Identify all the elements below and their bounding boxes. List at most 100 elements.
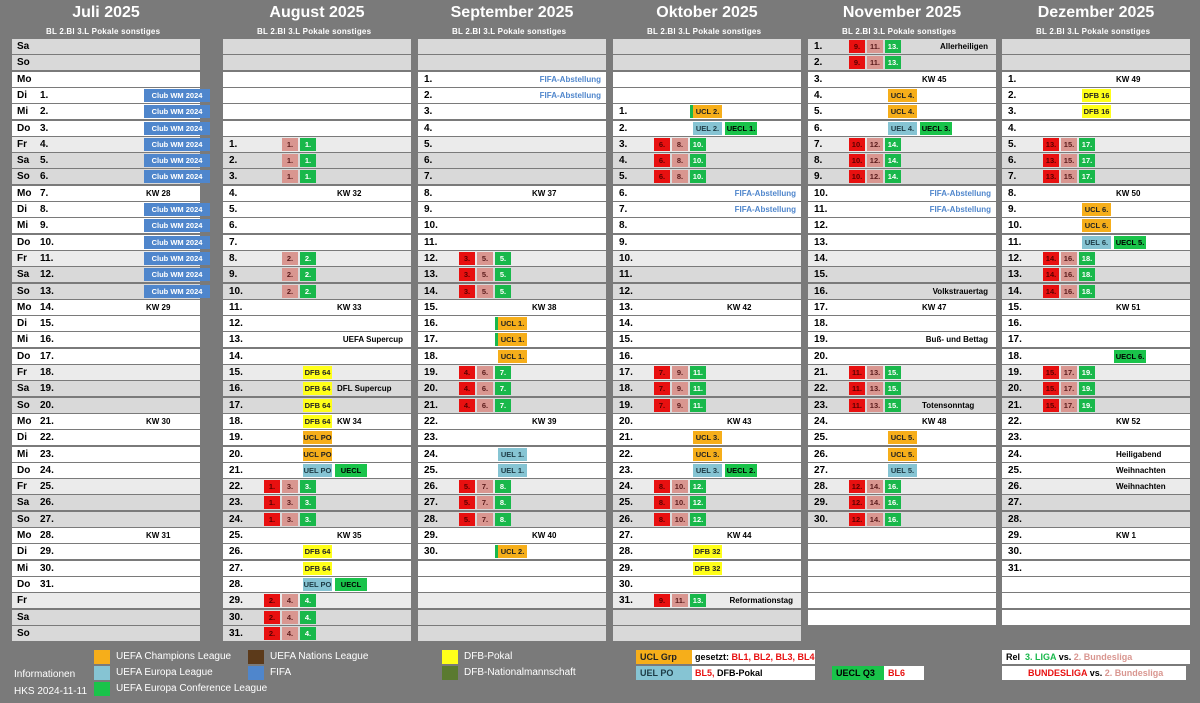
bundesliga2-matchday: 7. (477, 480, 493, 494)
day-row: 7. 13. 15. 17. (1002, 169, 1190, 185)
bundesliga2-matchday: 4. (282, 610, 298, 624)
week-number: KW 29 (146, 302, 171, 312)
day-number: 28. (619, 546, 633, 558)
day-number: 15. (1008, 301, 1022, 313)
day-number: 9. (814, 171, 823, 183)
liga3-matchday: 1. (300, 137, 316, 151)
bundesliga2-matchday: 14. (867, 480, 883, 494)
day-number: 31. (40, 578, 54, 590)
day-row (1002, 593, 1190, 609)
day-number: 28. (1008, 513, 1022, 525)
column-header: BL 2.Bl 3.L Pokale sonstiges (647, 27, 762, 36)
liga3-matchday: 4. (300, 626, 316, 640)
cup-badge: UCL PO (303, 431, 332, 445)
day-row: 26. Weihnachten (1002, 479, 1190, 495)
cup-badge: UECL 3. (920, 121, 952, 135)
day-row: 2. 9. 11. 13. (808, 55, 996, 71)
legend-fifa: FIFA (270, 667, 292, 678)
day-row: 3. 6. 8. 10. (613, 136, 801, 152)
day-number: 19. (229, 432, 243, 444)
day-row: 13. KW 42 (613, 299, 801, 315)
week-number: KW 30 (146, 416, 171, 426)
cup-badge: UEL PO (303, 577, 332, 591)
day-row: 6. UEL 4. UECL 3. (808, 120, 996, 136)
day-row: 17.6.UCL 1. (418, 332, 606, 348)
day-row: 13. 14. 16. 18. (1002, 267, 1190, 283)
day-number: 5. (814, 106, 823, 118)
week-number: KW 44 (727, 531, 752, 540)
week-number: KW 34 (337, 416, 362, 426)
day-number: 26. (1008, 481, 1022, 493)
day-number: 17. (424, 334, 438, 346)
day-row: So 20. (12, 397, 200, 413)
day-row: 3. (418, 104, 606, 120)
day-row: 25. KW 35 (223, 528, 411, 543)
day-row (808, 576, 996, 592)
day-number: 11. (424, 236, 438, 248)
weekday: Mi (17, 448, 29, 460)
day-row: 21. 11. 13. 15. (808, 365, 996, 380)
day-row: 23. 11. 13. 15. Totensonntag (808, 397, 996, 413)
liga3-matchday: 18. (1079, 284, 1095, 298)
day-number: 22. (40, 432, 54, 444)
cup-badge: Club WM 2024 (144, 235, 210, 249)
bundesliga2-matchday: 16. (1061, 251, 1077, 265)
bundesliga2-matchday: 1. (282, 170, 298, 184)
day-row: 16. DFB 64 DFL Supercup (223, 381, 411, 397)
day-row: 23. (418, 430, 606, 446)
day-row (808, 560, 996, 576)
bundesliga-matchday: 15. (1043, 382, 1059, 396)
day-row: 11. UEL 6. UECL 5. (1002, 234, 1190, 250)
bundesliga2-matchday: 10. (672, 512, 688, 526)
day-row: Di 15. (12, 316, 200, 332)
day-row: Do 24. (12, 462, 200, 478)
day-row (613, 609, 801, 625)
day-number: 20. (619, 415, 633, 427)
day-row: Mo (12, 71, 200, 87)
cup-badge: UECL PO (335, 463, 367, 488)
day-number: 16. (814, 285, 828, 297)
day-row: 15. (808, 267, 996, 283)
day-row: 9. 2. 2. (223, 267, 411, 283)
bundesliga2-matchday: 9. (672, 366, 688, 379)
day-number: 4. (424, 122, 433, 134)
bundesliga2-matchday: 15. (1061, 137, 1077, 151)
bundesliga-matchday: 9. (849, 56, 865, 70)
cup-badge: UEL 4. (888, 121, 917, 135)
liga3-matchday: 15. (885, 366, 901, 379)
bundesliga-matchday: 1. (264, 480, 280, 494)
day-number: 21. (814, 367, 828, 378)
bundesliga-matchday: 14. (1043, 284, 1059, 298)
day-row: 2. DFB 16 (1002, 87, 1190, 103)
liga3-matchday: 5. (495, 251, 511, 265)
day-number: 1. (814, 41, 823, 52)
day-number: 8. (424, 187, 433, 199)
day-row (613, 39, 801, 54)
day-number: 3. (229, 171, 238, 183)
week-number: KW 38 (532, 302, 557, 312)
day-number: 3. (424, 106, 433, 118)
cup-badge: UCL 3. (693, 431, 722, 445)
day-number: 11. (814, 204, 828, 215)
day-row: 20. (808, 348, 996, 364)
day-number: 11. (1008, 236, 1022, 248)
liga3-matchday: 10. (690, 137, 706, 151)
day-row (418, 593, 606, 609)
day-row: 24. UEL 1. (418, 446, 606, 462)
day-row: 27. 5. 7. 8. (418, 495, 606, 511)
day-number: 16. (1008, 318, 1022, 330)
day-row: Sa 19. (12, 381, 200, 397)
day-row: 22. 1. 3. 3. (223, 479, 411, 495)
day-row: 18. (808, 316, 996, 332)
day-row (418, 39, 606, 54)
day-number: 21. (619, 432, 633, 444)
bundesliga-matchday: 3. (459, 268, 475, 282)
liga3-matchday: 7. (495, 382, 511, 396)
month-column: August 2025 BL 2.Bl 3.L Pokale sonstiges 1… (223, 0, 411, 641)
day-row: So 27. (12, 511, 200, 527)
cup-badge: UCL PO (303, 447, 332, 461)
cup-badge: UEL 2. (693, 121, 722, 135)
bundesliga2-matchday: 13. (867, 366, 883, 379)
day-number: 17. (1008, 334, 1022, 346)
day-row: 19. 15. 17. 19. (1002, 365, 1190, 380)
